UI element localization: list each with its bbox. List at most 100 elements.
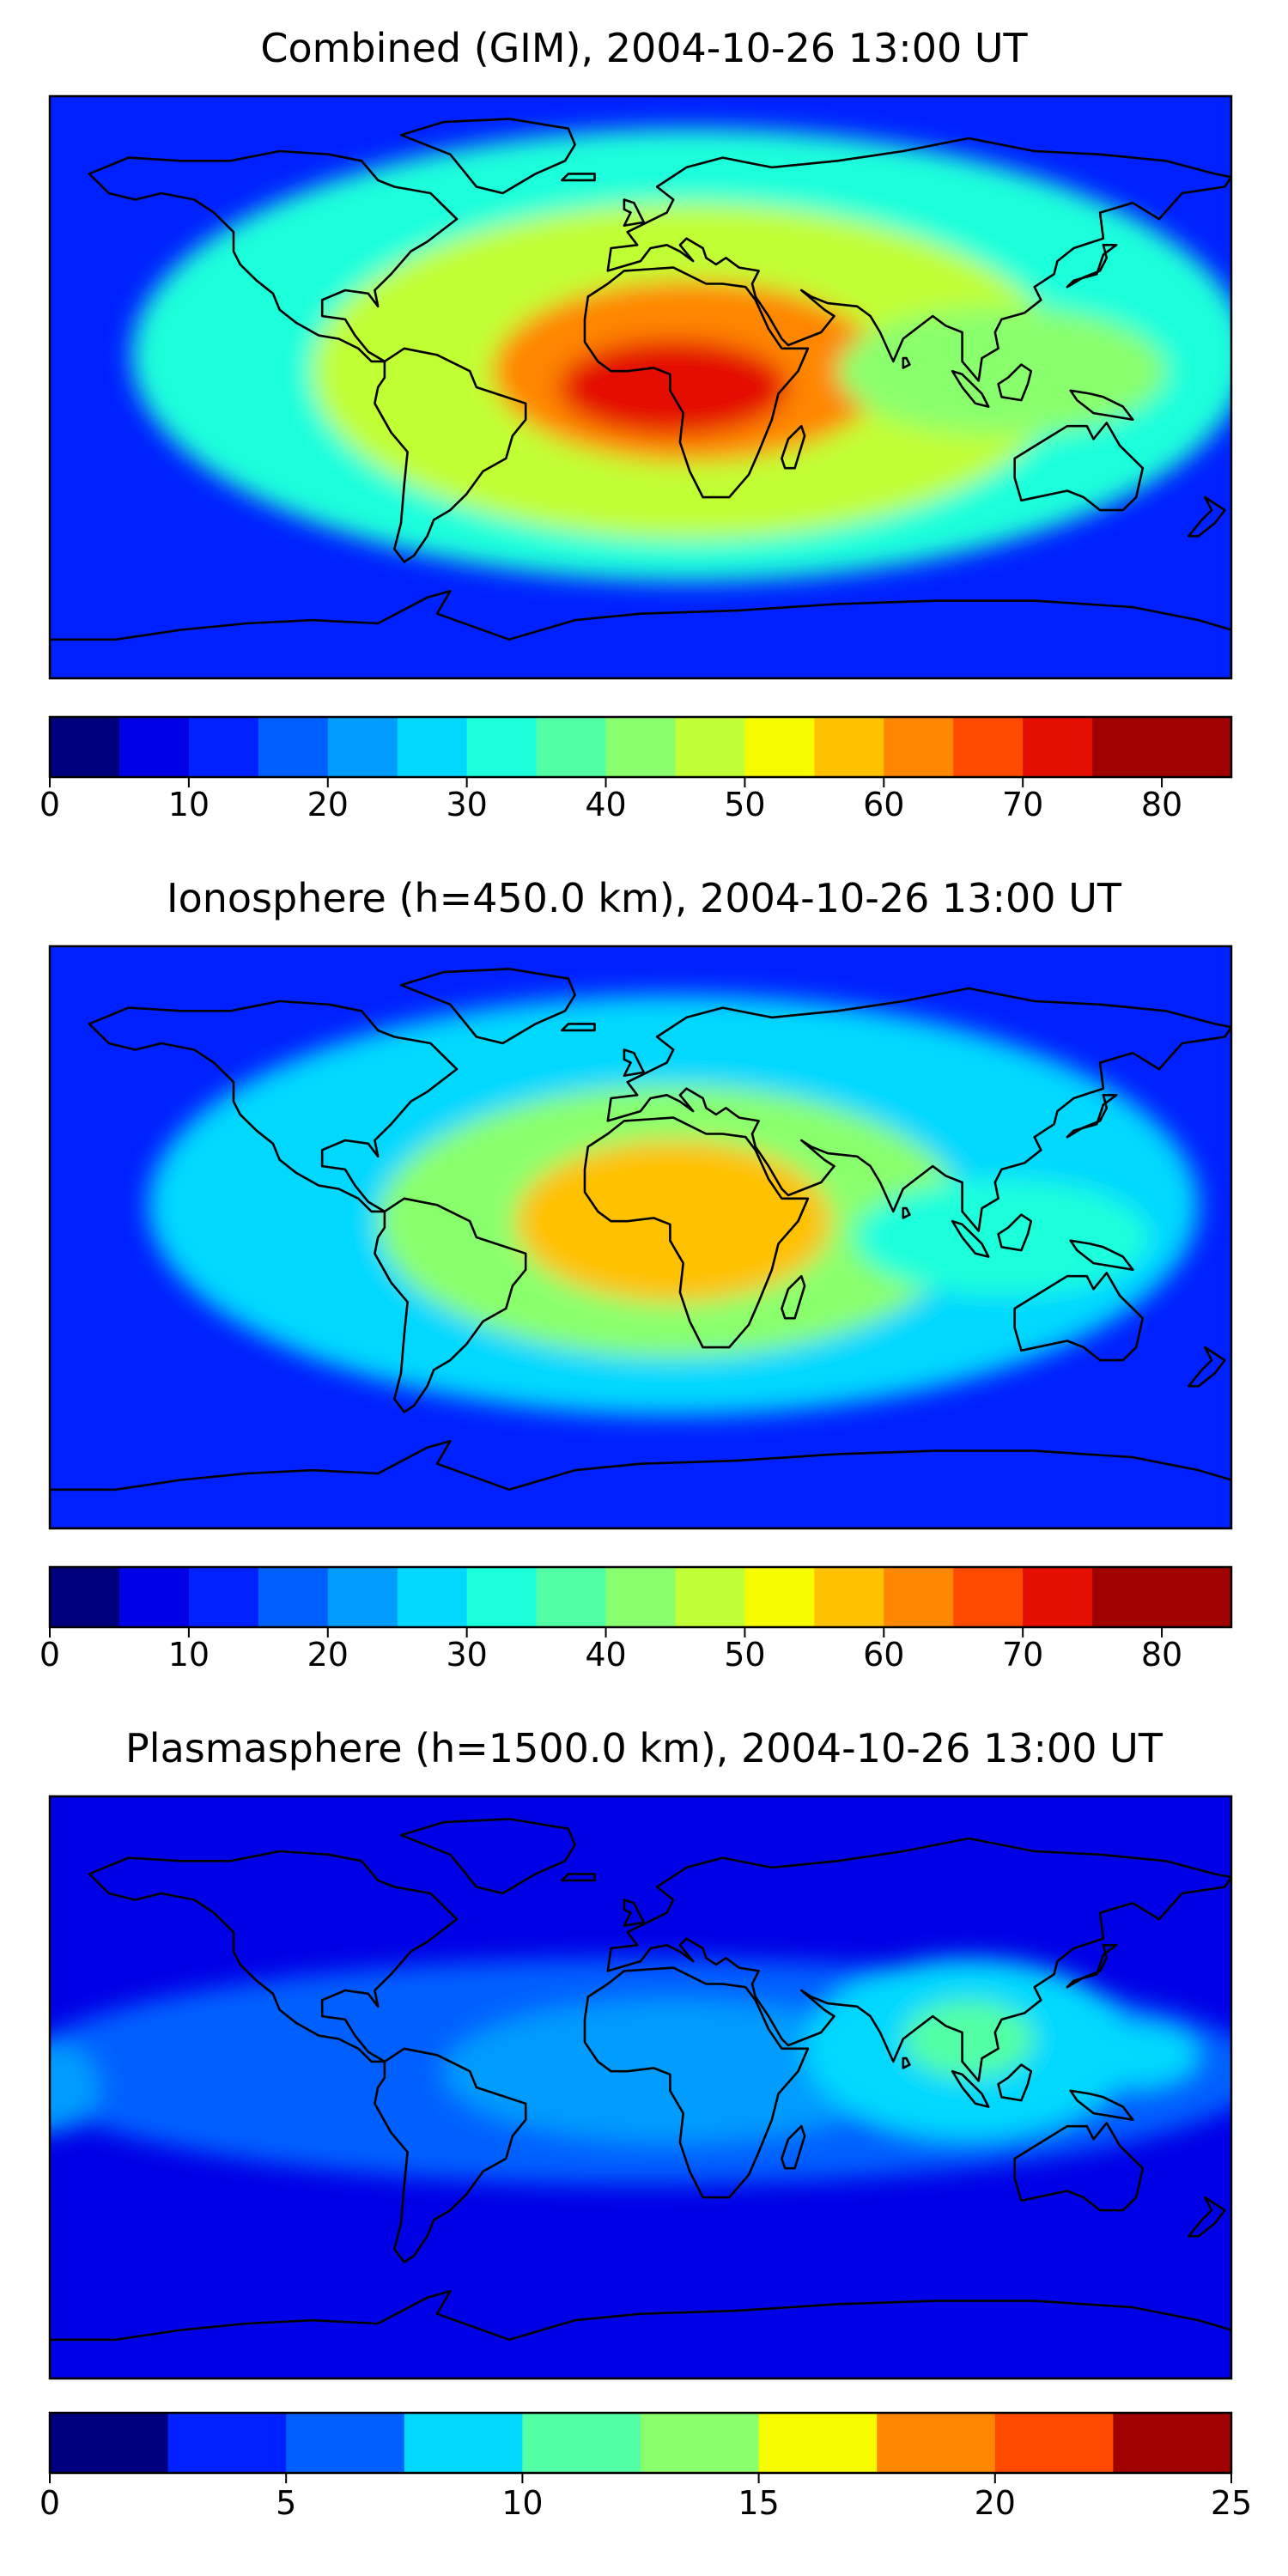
colorbar-segment	[397, 717, 468, 777]
colorbar-tick-label: 60	[863, 1636, 904, 1674]
colorbar-segment	[641, 2413, 760, 2473]
world-coastline-icon	[50, 968, 1231, 1528]
colorbar-segment	[397, 1567, 468, 1627]
colorbar-tick-label: 50	[724, 786, 765, 823]
colorbar-segment	[1113, 2413, 1232, 2473]
colorbar-segment	[167, 2413, 287, 2473]
colorbar-tick-label: 70	[1002, 786, 1043, 823]
contour-region-4	[902, 2000, 1035, 2078]
colorbar-segment	[50, 717, 120, 777]
colorbar-tick-label: 25	[1211, 2484, 1252, 2522]
colorbar-tick-label: 0	[39, 786, 60, 823]
colorbar-tick-label: 20	[307, 1636, 349, 1674]
colorbar-2: 0 10 20 30 40 50 60 70 80	[39, 1565, 1233, 1674]
colorbar-tick-label: 30	[446, 786, 487, 823]
colorbar-tick-label: 80	[1141, 786, 1182, 823]
coastline-south-america	[374, 1197, 527, 1413]
coastline-borneo	[997, 363, 1033, 402]
colorbar-tick-label: 20	[307, 786, 349, 823]
coastline-great-britain	[623, 1899, 646, 1927]
coastline-north-america	[88, 999, 459, 1213]
colorbar-3: 0 5 10 15 20 25	[39, 2411, 1252, 2522]
chart-title: Ionosphere (h=450.0 km), 2004-10-26 13:0…	[167, 875, 1122, 921]
coastline-eurasia	[606, 987, 1231, 1232]
coastline-new-guinea	[1069, 389, 1134, 421]
colorbar-segment	[258, 717, 329, 777]
colorbar-segment	[522, 2413, 641, 2473]
coastline-africa	[583, 1116, 810, 1349]
coastline-africa	[583, 1966, 810, 2199]
map-field	[50, 96, 1231, 678]
coastline-iceland	[561, 1873, 596, 1882]
coastline-japan	[1066, 1944, 1118, 1989]
colorbar-segment	[814, 717, 884, 777]
colorbar-tick-label: 10	[168, 1636, 210, 1674]
colorbar-segment	[1162, 717, 1232, 777]
coastline-madagascar	[781, 1274, 806, 1320]
colorbar-segment	[1162, 1567, 1232, 1627]
colorbar-tick-label: 80	[1141, 1636, 1182, 1674]
colorbar-segment	[258, 1567, 329, 1627]
colorbar-segment	[466, 717, 538, 777]
colorbar-tick-label: 50	[724, 1636, 765, 1674]
colorbar-segment	[994, 2413, 1114, 2473]
colorbar-tick-label: 10	[168, 786, 210, 823]
colorbar-segment	[286, 2413, 405, 2473]
coastline-north-america	[88, 1850, 459, 2063]
coastline-antarctica	[50, 2290, 1231, 2379]
coastline-borneo	[997, 1213, 1033, 1252]
contour-region-3	[515, 1140, 831, 1303]
colorbar-segment	[118, 717, 190, 777]
contour-region-4	[558, 338, 788, 436]
colorbar-tick-label: 60	[863, 786, 904, 823]
world-coastline-icon	[50, 1818, 1231, 2379]
chart-title: Combined (GIM), 2004-10-26 13:00 UT	[260, 25, 1028, 71]
coastline-eurasia	[606, 137, 1231, 382]
contour-region-5	[837, 306, 1166, 436]
map-frame	[48, 94, 1233, 680]
colorbar-segment	[605, 1567, 677, 1627]
colorbar-segment	[466, 1567, 538, 1627]
colorbar-segment	[744, 1567, 815, 1627]
coastline-sumatra	[951, 1219, 990, 1258]
colorbar-tick-label: 70	[1002, 1636, 1043, 1674]
coastline-iceland	[561, 173, 596, 182]
chart-title: Plasmasphere (h=1500.0 km), 2004-10-26 1…	[125, 1725, 1163, 1771]
contour-region-6	[50, 2042, 100, 2133]
coastline-new-guinea	[1069, 1239, 1134, 1271]
contour-region-2	[443, 2000, 903, 2143]
colorbar-segment	[536, 1567, 607, 1627]
colorbar-segment	[50, 2413, 169, 2473]
coastline-sumatra	[951, 2069, 990, 2108]
colorbar-tick-label: 20	[975, 2484, 1016, 2522]
coastline-madagascar	[781, 2124, 806, 2170]
coastline-japan	[1066, 1094, 1118, 1139]
map-frame	[48, 945, 1233, 1530]
colorbar-segment	[1092, 717, 1163, 777]
coastline-madagascar	[781, 424, 806, 470]
map-field	[50, 946, 1231, 1528]
colorbar-segment	[327, 717, 398, 777]
coastline-north-america	[88, 149, 459, 363]
map-frame	[48, 1795, 1233, 2380]
colorbar-segment	[877, 2413, 996, 2473]
colorbar-segment	[884, 1567, 954, 1627]
coastline-australia	[1013, 1272, 1145, 1362]
colorbar-tick-label: 10	[501, 2484, 543, 2522]
map-field	[50, 1796, 1231, 2379]
coastline-borneo	[997, 2063, 1033, 2102]
coastline-sri-lanka	[902, 1206, 911, 1219]
colorbar-segment	[188, 717, 259, 777]
colorbar-segment	[536, 717, 607, 777]
contour-region-4	[854, 1179, 1150, 1296]
colorbar-tick-label: 15	[738, 2484, 779, 2522]
coastline-sumatra	[951, 369, 990, 408]
contour-region-5	[1066, 2022, 1199, 2087]
coastline-great-britain	[623, 1048, 646, 1077]
coastline-sri-lanka	[902, 2057, 911, 2069]
colorbar-segment	[1023, 717, 1093, 777]
colorbar-tick-label: 40	[585, 786, 626, 823]
coastline-south-america	[374, 2047, 527, 2263]
colorbar-segment	[404, 2413, 523, 2473]
